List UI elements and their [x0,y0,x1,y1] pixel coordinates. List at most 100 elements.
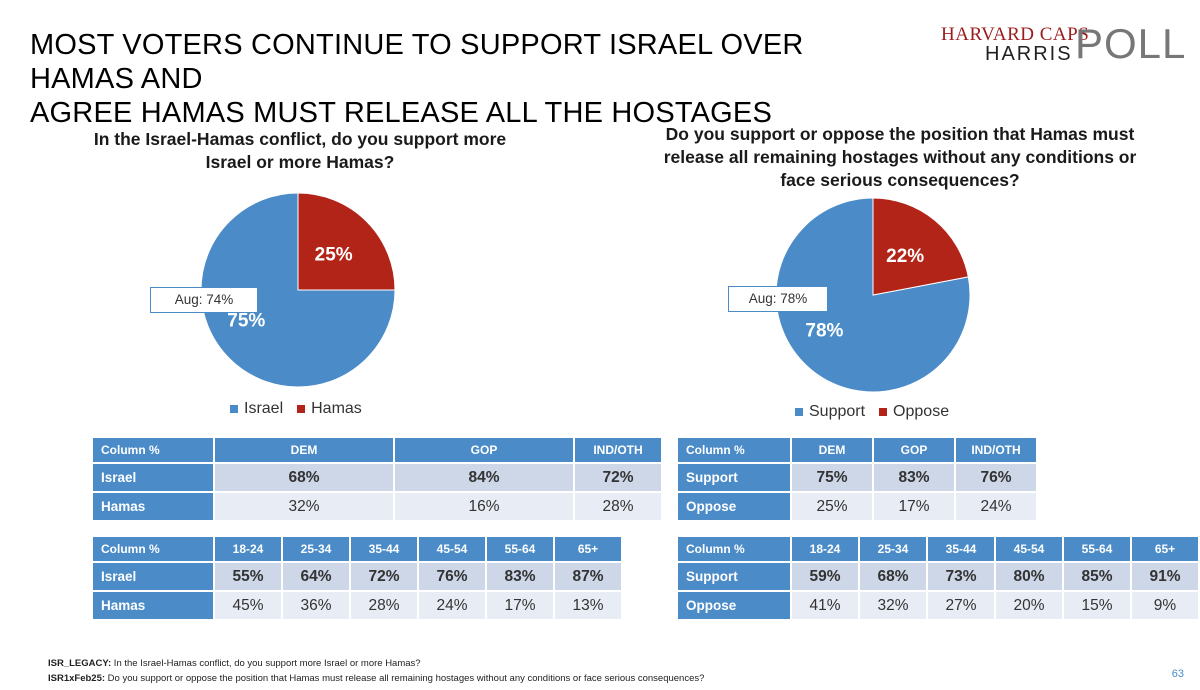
left-age-table-cell: 13% [555,592,621,619]
left-party-table-cell: 68% [215,464,393,491]
left-question-line1: In the Israel-Hamas conflict, do you sup… [93,129,507,149]
left-age-table-cell: 83% [487,563,553,590]
left-age-table-cell: 45% [215,592,281,619]
left-age-table-header-cell: Column % [93,537,213,561]
legend-swatch-israel [230,405,238,413]
right-age-table-cell: 68% [860,563,926,590]
right-age-table-cell: 27% [928,592,994,619]
legend-swatch-oppose [879,408,888,416]
footnote-1-code: ISR_LEGACY: [48,658,112,669]
right-age-table: Column % 18-24 25-34 35-44 45-54 55-64 65+ Supp… [676,535,1200,621]
legend-swatch-hamas [297,405,306,413]
left-age-table-cell: 64% [283,563,349,590]
legend-label-support: Support [809,403,866,420]
left-age-table-cell: 36% [283,592,349,619]
left-pie-legend: Israel Hamas [230,400,362,418]
logo-line1: HARVARD CAPS [941,24,1090,45]
legend-swatch-support [795,408,803,416]
right-age-table-header-cell: Column % [678,537,790,561]
footnote-2-text: Do you support or oppose the position th… [105,673,705,684]
right-party-table-row: Support 75% 83% 76% [678,464,1036,491]
right-party-table-header-cell: GOP [874,438,954,462]
legend-label-israel: Israel [244,400,284,417]
right-party-table-cell: 83% [874,464,954,491]
left-age-table-cell: 17% [487,592,553,619]
right-age-table-row-label: Oppose [678,592,790,619]
left-age-table-cell: 76% [419,563,485,590]
right-party-table-row-label: Oppose [678,493,790,520]
footnote-1: ISR_LEGACY: In the Israel-Hamas conflict… [48,658,421,669]
right-age-table-header-cell: 18-24 [792,537,858,561]
logo-line3: POLL [1075,20,1187,67]
left-age-table-header-cell: 65+ [555,537,621,561]
right-party-table-row: Oppose 25% 17% 24% [678,493,1036,520]
left-party-table-row-label: Hamas [93,493,213,520]
left-age-table-cell: 55% [215,563,281,590]
left-party-table-header-cell: DEM [215,438,393,462]
left-party-table-row-label: Israel [93,464,213,491]
pie1-slice-support [775,197,971,393]
right-party-table-cell: 24% [956,493,1036,520]
right-party-table-header-cell: IND/OTH [956,438,1036,462]
harvard-caps-harris-poll-logo: HARVARD CAPS HARRIS POLL [925,22,1185,72]
pie0-slice-hamas [297,192,396,291]
left-age-table-cell: 24% [419,592,485,619]
right-question-line1: Do you support or oppose the position th… [665,124,1135,144]
left-age-table-row: Israel 55% 64% 72% 76% 83% 87% [93,563,621,590]
page-title: MOST VOTERS CONTINUE TO SUPPORT ISRAEL O… [30,28,910,130]
left-age-table-cell: 87% [555,563,621,590]
right-age-table-header-cell: 35-44 [928,537,994,561]
pie1-label-oppose: 22% [886,246,924,267]
legend-item-oppose: Oppose [879,403,949,421]
footnote-1-text: In the Israel-Hamas conflict, do you sup… [111,658,421,669]
legend-label-oppose: Oppose [893,403,950,420]
left-age-table-row-label: Israel [93,563,213,590]
left-party-table-row: Israel 68% 84% 72% [93,464,661,491]
right-question-title: Do you support or oppose the position th… [620,123,1180,192]
right-age-table-cell: 59% [792,563,858,590]
israel-hamas-pie-chart: 75% 25% [200,192,396,388]
footnote-2-code: ISR1xFeb25: [48,673,106,684]
right-age-table-header-cell: 55-64 [1064,537,1130,561]
left-party-table: Column % DEM GOP IND/OTH Israel 68% 84% 72% Hama… [91,436,663,522]
left-age-table: Column % 18-24 25-34 35-44 45-54 55-64 65+ Isra… [91,535,623,621]
pie0-label-hamas: 25% [315,244,353,265]
left-age-table-header-cell: 25-34 [283,537,349,561]
left-age-table-header-row: Column % 18-24 25-34 35-44 45-54 55-64 65+ [93,537,621,561]
pie1-label-support: 78% [805,320,843,341]
left-aug-annotation: Aug: 74% [150,287,258,313]
right-party-table-cell: 17% [874,493,954,520]
legend-label-hamas: Hamas [311,400,362,417]
right-party-table-header-row: Column % DEM GOP IND/OTH [678,438,1036,462]
left-party-table-cell: 84% [395,464,573,491]
left-party-table-header-cell: Column % [93,438,213,462]
legend-item-hamas: Hamas [297,400,362,418]
right-aug-annotation: Aug: 78% [728,286,828,312]
right-party-table-cell: 75% [792,464,872,491]
right-age-table-cell: 91% [1132,563,1198,590]
right-question-line2: release all remaining hostages without a… [663,147,1137,167]
right-age-table-cell: 9% [1132,592,1198,619]
left-party-table-header-cell: IND/OTH [575,438,661,462]
left-party-table-header-cell: GOP [395,438,573,462]
right-party-table-header-cell: Column % [678,438,790,462]
left-age-table-cell: 28% [351,592,417,619]
left-age-table-cell: 72% [351,563,417,590]
right-party-table-row-label: Support [678,464,790,491]
right-age-table-header-cell: 65+ [1132,537,1198,561]
right-party-table-cell: 25% [792,493,872,520]
page-number: 63 [1171,668,1184,680]
left-party-table-row: Hamas 32% 16% 28% [93,493,661,520]
right-party-table-cell: 76% [956,464,1036,491]
left-age-table-header-cell: 45-54 [419,537,485,561]
footnote-2: ISR1xFeb25: Do you support or oppose the… [48,673,704,684]
right-age-table-cell: 80% [996,563,1062,590]
right-party-table: Column % DEM GOP IND/OTH Support 75% 83% 76% Opp… [676,436,1038,522]
right-pie-legend: Support Oppose [795,403,949,421]
pie0-slice-israel [200,192,396,388]
left-age-table-header-cell: 35-44 [351,537,417,561]
pie1-slice-oppose [872,197,969,296]
legend-item-israel: Israel [230,400,283,418]
right-age-table-row: Oppose 41% 32% 27% 20% 15% 9% [678,592,1198,619]
left-age-table-row: Hamas 45% 36% 28% 24% 17% 13% [93,592,621,619]
